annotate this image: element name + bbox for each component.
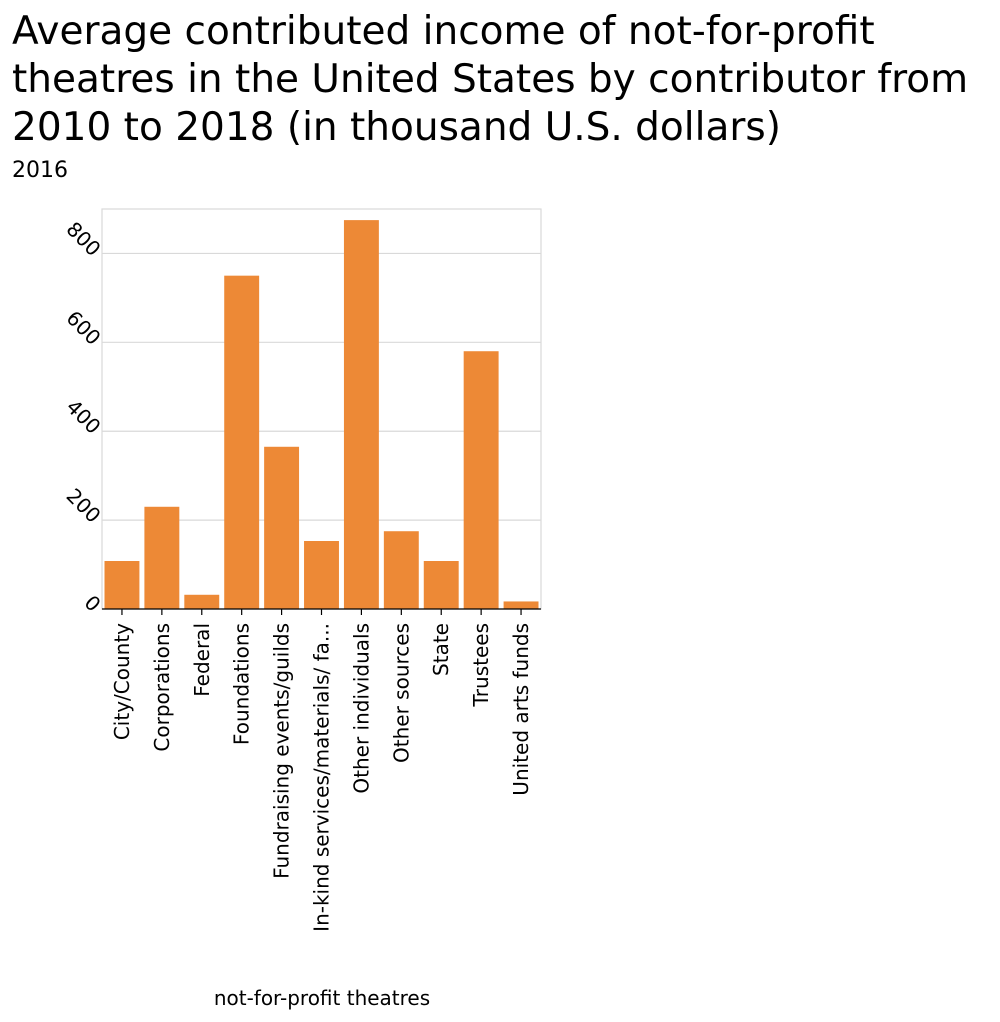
bars <box>104 220 539 609</box>
chart-title: Average contributed income of not-for-pr… <box>12 9 969 150</box>
bar <box>383 531 419 609</box>
axes <box>102 608 541 615</box>
x-tick-label: City/County <box>110 623 134 740</box>
x-tick-label: Corporations <box>150 623 174 752</box>
y-tick-label: 400 <box>62 395 106 439</box>
x-axis-label: not-for-profit theatres <box>214 986 430 1010</box>
x-tick-labels: City/County Corporations Federal Foundation… <box>110 623 533 932</box>
bar <box>104 561 140 609</box>
x-tick-label: Foundations <box>230 623 254 745</box>
y-tick-label: 600 <box>62 306 106 350</box>
bar <box>264 446 300 609</box>
x-tick-label: State <box>429 623 453 676</box>
x-tick-label: Fundraising events/guilds <box>270 623 294 879</box>
bar <box>423 561 459 609</box>
bar <box>184 594 220 609</box>
x-tick-label: In-kind services/materials/ fa... <box>310 623 334 932</box>
bar <box>343 220 379 609</box>
bar <box>224 275 260 609</box>
x-tick-label: Other individuals <box>349 623 373 794</box>
x-tick-label: Trustees <box>469 623 493 707</box>
bar <box>503 601 539 609</box>
bar <box>144 506 180 609</box>
bar <box>304 541 339 609</box>
y-tick-label: 800 <box>62 217 106 261</box>
x-tick-label: Federal <box>190 623 214 697</box>
x-tick-label: Other sources <box>389 623 413 763</box>
bar <box>463 351 499 609</box>
x-tick-label: United arts funds <box>509 623 533 796</box>
chart-subtitle: 2016 <box>12 158 68 183</box>
y-tick-label: 200 <box>62 484 106 528</box>
